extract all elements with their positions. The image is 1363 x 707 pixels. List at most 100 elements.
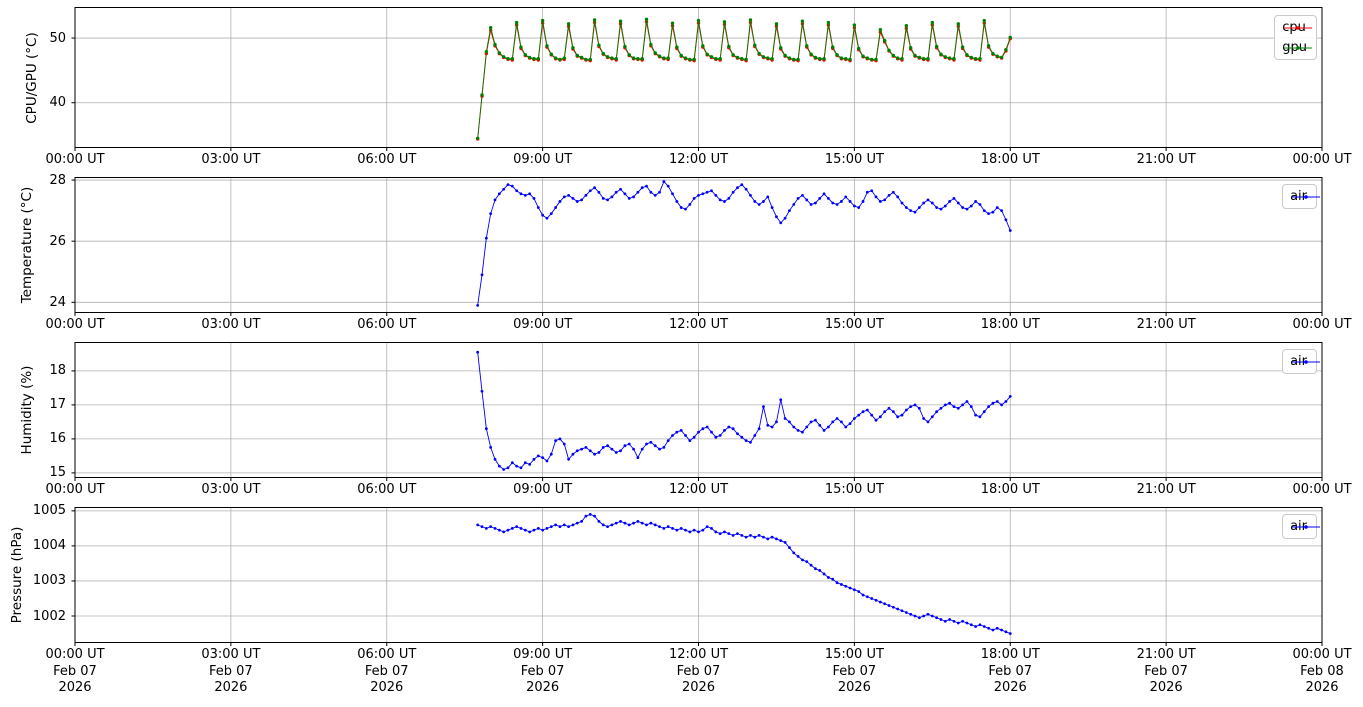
- legend-temperature: air: [1282, 184, 1321, 209]
- plot-area-pressure: [71, 507, 1323, 646]
- x-tick-label: 21:00 UT: [1136, 152, 1196, 167]
- y-axis-label-cpu-gpu: CPU/GPU (°C): [24, 31, 40, 124]
- legend-line-sample-air: [1292, 524, 1321, 529]
- plot-area-humidity: [71, 342, 1323, 481]
- y-tick-label: 1005: [32, 503, 66, 519]
- x-tick-date: Feb 07: [832, 663, 877, 679]
- x-tick-year: 2026: [214, 680, 248, 695]
- legend-entry-cpu: cpu: [1282, 20, 1313, 35]
- x-tick-label: 12:00 UT: [668, 152, 729, 167]
- x-tick-year: 2026: [1305, 680, 1339, 695]
- x-tick-date: Feb 07: [1144, 663, 1188, 679]
- x-tick-label: 18:00 UT Feb 07 2026: [965, 647, 1055, 697]
- x-tick-label: 09:00 UT: [513, 152, 573, 167]
- x-tick-year: 2026: [993, 680, 1027, 695]
- legend-line-sample-gpu: [1284, 45, 1313, 50]
- x-tick-label: 15:00 UT Feb 07 2026: [809, 647, 899, 697]
- y-tick-label: 1002: [32, 608, 66, 624]
- plot-area-temperature: [71, 177, 1323, 316]
- y-tick-label: 1003: [32, 573, 66, 589]
- x-tick-label: 18:00 UT: [980, 482, 1040, 497]
- x-tick-label: 00:00 UT: [45, 152, 105, 167]
- legend-entry-gpu: gpu: [1282, 40, 1313, 55]
- x-tick-date: Feb 07: [53, 663, 97, 679]
- y-tick-label: 16: [49, 431, 66, 447]
- x-tick-year: 2026: [681, 680, 716, 695]
- y-axis-label-temperature: Temperature (°C): [19, 186, 35, 304]
- x-tick-label: 09:00 UT: [513, 482, 573, 497]
- plot-area-cpu-gpu: [71, 7, 1323, 151]
- x-tick-label: 18:00 UT: [980, 317, 1040, 332]
- legend-pressure: air: [1282, 514, 1321, 539]
- x-tick-label: 12:00 UT Feb 07 2026: [654, 647, 744, 697]
- y-tick-label: 15: [49, 465, 66, 481]
- y-tick-label: 18: [49, 363, 66, 379]
- x-tick-label: 12:00 UT: [668, 317, 729, 332]
- x-tick-label: 03:00 UT Feb 07 2026: [186, 647, 276, 697]
- legend-label: air: [1290, 189, 1307, 204]
- x-tick-label: 21:00 UT: [1136, 482, 1196, 497]
- x-tick-year: 2026: [58, 680, 92, 695]
- x-tick-label: 09:00 UT: [513, 317, 573, 332]
- x-tick-date: Feb 07: [364, 663, 409, 679]
- y-tick-label: 50: [49, 30, 66, 46]
- x-tick-label: 00:00 UT: [45, 317, 105, 332]
- y-tick-label: 24: [49, 294, 66, 310]
- x-tick-date: Feb 07: [209, 663, 253, 679]
- legend-entry-air: air: [1290, 519, 1321, 534]
- x-tick-label: 12:00 UT: [668, 482, 729, 497]
- series-line-air: [477, 352, 1011, 471]
- legend-label: air: [1290, 354, 1307, 369]
- legend-entry-air: air: [1290, 354, 1321, 369]
- x-tick-label: 15:00 UT: [824, 482, 884, 497]
- x-tick-date: Feb 08: [1300, 663, 1344, 679]
- legend-label: air: [1290, 519, 1307, 534]
- x-tick-label: 00:00 UT: [1292, 482, 1352, 497]
- x-tick-date: Feb 07: [520, 663, 565, 679]
- legend-label: cpu: [1282, 20, 1306, 35]
- y-tick-label: 1004: [32, 538, 66, 554]
- series-line-cpu: [477, 21, 1011, 139]
- y-tick-label: 17: [49, 397, 66, 413]
- y-tick-label: 26: [49, 233, 66, 249]
- legend-line-sample-air: [1292, 194, 1321, 199]
- x-tick-year: 2026: [1149, 680, 1183, 695]
- legend-line-sample-air: [1292, 359, 1321, 364]
- legend-humidity: air: [1282, 349, 1321, 374]
- x-tick-label: 00:00 UT: [1292, 317, 1352, 332]
- series-line-gpu: [477, 19, 1011, 139]
- x-tick-label: 15:00 UT: [824, 317, 884, 332]
- x-tick-label: 06:00 UT: [357, 152, 417, 167]
- x-tick-label: 09:00 UT Feb 07 2026: [498, 647, 588, 697]
- x-tick-date: Feb 07: [988, 663, 1033, 679]
- x-tick-label: 03:00 UT: [201, 152, 261, 167]
- x-tick-year: 2026: [837, 680, 871, 695]
- series-line-air: [477, 513, 1011, 634]
- x-tick-label: 03:00 UT: [201, 482, 261, 497]
- x-tick-date: Feb 07: [676, 663, 721, 679]
- legend-line-sample-cpu: [1284, 25, 1313, 30]
- x-tick-label: 21:00 UT Feb 07 2026: [1121, 647, 1211, 697]
- x-tick-label: 03:00 UT: [201, 317, 261, 332]
- y-axis-label-pressure: Pressure (hPa): [9, 526, 25, 624]
- x-tick-label: 06:00 UT Feb 07 2026: [342, 647, 432, 697]
- x-tick-label: 21:00 UT: [1136, 317, 1196, 332]
- x-tick-label: 00:00 UT: [45, 482, 105, 497]
- y-tick-label: 28: [49, 172, 66, 188]
- x-tick-label: 18:00 UT: [980, 152, 1040, 167]
- x-tick-label: 00:00 UT: [1292, 152, 1352, 167]
- x-tick-year: 2026: [370, 680, 404, 695]
- x-tick-label: 00:00 UT Feb 08 2026: [1277, 647, 1363, 697]
- x-tick-label: 06:00 UT: [357, 317, 417, 332]
- x-tick-label: 15:00 UT: [824, 152, 884, 167]
- legend-entry-air: air: [1290, 189, 1321, 204]
- legend-label: gpu: [1282, 40, 1307, 55]
- y-axis-label-humidity: Humidity (%): [19, 365, 35, 455]
- x-tick-label: 06:00 UT: [357, 482, 417, 497]
- x-tick-year: 2026: [526, 680, 560, 695]
